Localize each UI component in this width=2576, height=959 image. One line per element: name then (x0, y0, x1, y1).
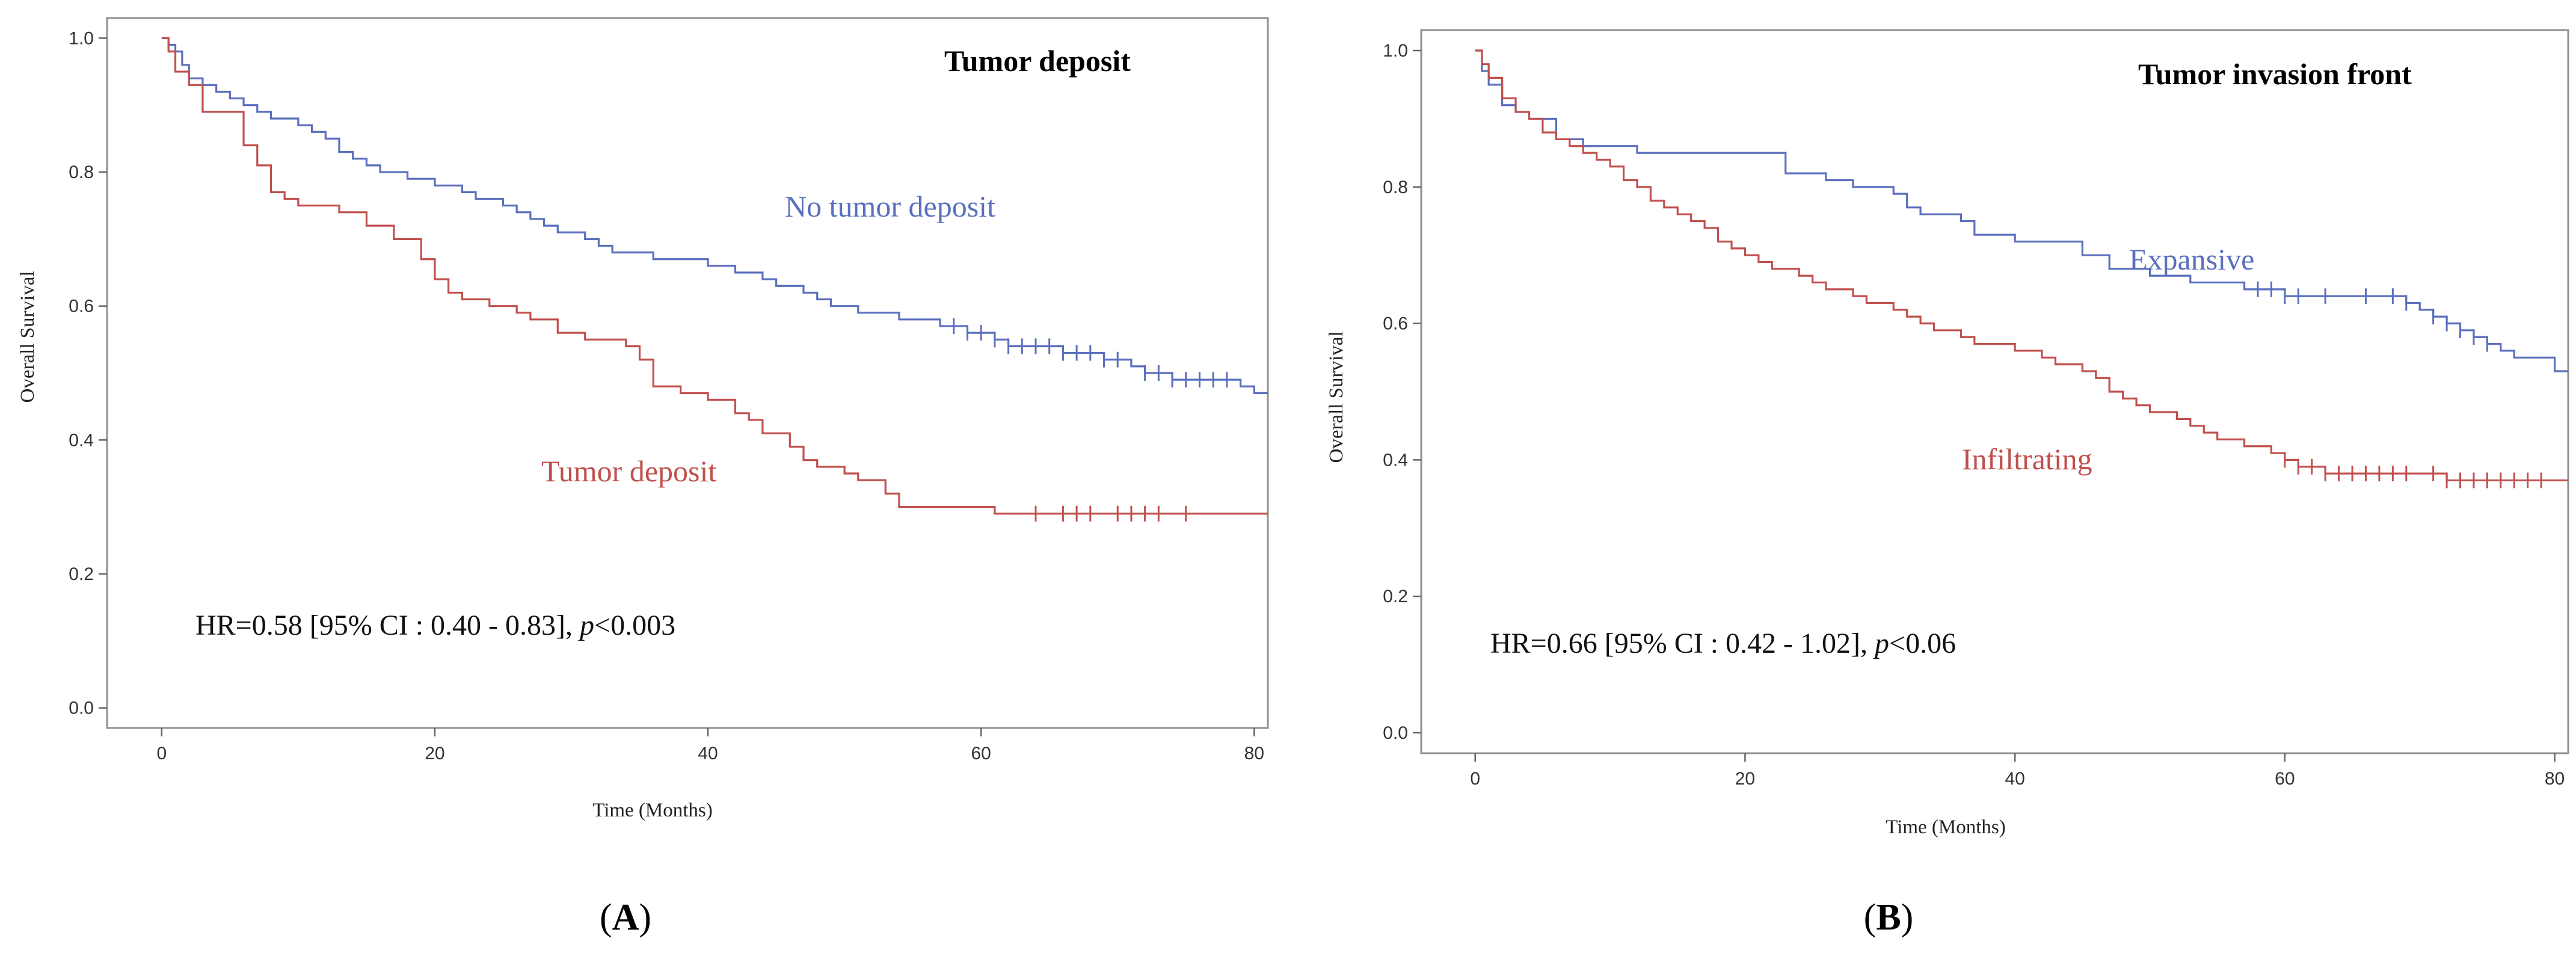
x-tick-label-a-1: 20 (425, 744, 444, 763)
x-tick-label-a-0: 0 (156, 744, 167, 763)
y-tick-label-a-0: 0.0 (69, 698, 94, 718)
panel-label-b: (B) (1864, 897, 1914, 938)
survival-curve-tumor-deposit (161, 37, 1268, 515)
chart-title-b: Tumor invasion front (2138, 57, 2412, 91)
plot-frame-b (1420, 29, 2569, 754)
x-tick-label-b-4: 80 (2545, 769, 2565, 789)
y-tick-label-b-1: 0.2 (1383, 587, 1408, 606)
x-tick-label-b-2: 40 (2005, 769, 2024, 789)
hazard-ratio-a: HR=0.58 [95% CI : 0.40 - 0.83], p<0.003 (195, 609, 675, 641)
y-axis-label-a: Overall Survival (17, 271, 38, 402)
hazard-ratio-b: HR=0.66 [95% CI : 0.42 - 1.02], p<0.06 (1490, 628, 1956, 659)
y-tick-label-a-1: 0.2 (69, 564, 94, 584)
panel-a: 0.0 0.2 0.4 0.6 0.8 1.0 0 20 40 60 80 Tumor depos… (17, 17, 1269, 938)
panel-b: 0.0 0.2 0.4 0.6 0.8 1.0 0 20 40 60 80 Tumor invas… (1326, 29, 2569, 938)
x-tick-label-a-4: 80 (1244, 744, 1264, 763)
x-tick-label-b-0: 0 (1470, 769, 1480, 789)
panel-label-a: (A) (600, 897, 651, 938)
x-axis-label-b: Time (Months) (1886, 816, 2006, 838)
y-tick-label-a-4: 0.8 (69, 162, 94, 182)
series-label-no-tumor-deposit: No tumor deposit (785, 190, 995, 223)
chart-title-a: Tumor deposit (944, 44, 1131, 78)
series-label-tumor-deposit: Tumor deposit (541, 454, 716, 488)
y-tick-label-b-2: 0.4 (1383, 450, 1408, 470)
y-tick-label-b-5: 1.0 (1383, 41, 1408, 61)
x-tick-label-b-3: 60 (2275, 769, 2295, 789)
x-tick-label-a-3: 60 (971, 744, 991, 763)
curves-b (1475, 49, 2568, 489)
x-tick-label-a-2: 40 (698, 744, 718, 763)
series-label-infiltrating: Infiltrating (1962, 442, 2092, 476)
curves-a (161, 37, 1268, 522)
y-tick-label-a-3: 0.6 (69, 297, 94, 316)
x-axis-label-a: Time (Months) (592, 800, 713, 821)
y-tick-label-a-2: 0.4 (69, 430, 94, 450)
x-axis-b: 0 20 40 60 80 (1470, 753, 2565, 789)
survival-curve-no-tumor-deposit (161, 37, 1268, 394)
y-axis-label-b: Overall Survival (1326, 331, 1347, 463)
series-label-expansive: Expansive (2129, 242, 2254, 276)
plot-frame-a (106, 17, 1269, 729)
x-axis-a: 0 20 40 60 80 (156, 728, 1264, 763)
x-tick-label-b-1: 20 (1735, 769, 1755, 789)
y-axis-b: 0.0 0.2 0.4 0.6 0.8 1.0 (1383, 41, 1421, 743)
y-axis-a: 0.0 0.2 0.4 0.6 0.8 1.0 (69, 28, 107, 718)
y-tick-label-b-3: 0.6 (1383, 314, 1408, 334)
y-tick-label-b-4: 0.8 (1383, 177, 1408, 197)
y-tick-label-a-5: 1.0 (69, 28, 94, 48)
y-tick-label-b-0: 0.0 (1383, 723, 1408, 743)
